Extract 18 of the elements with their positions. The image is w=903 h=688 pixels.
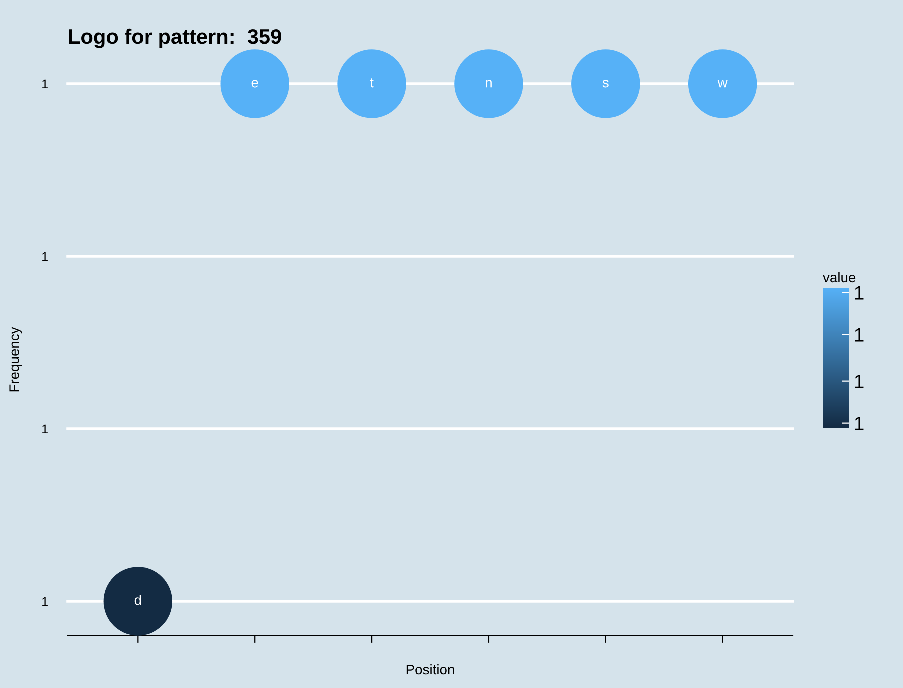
color-bar-label: 1 xyxy=(855,328,864,342)
color-bar-label: 1 xyxy=(855,286,864,300)
series-label: n xyxy=(486,80,492,88)
series-label: w xyxy=(718,80,728,88)
y-tick-label: 1 xyxy=(42,424,48,434)
y-tick-label: 1 xyxy=(42,252,48,262)
series-label: t xyxy=(370,78,374,88)
y-tick-label: 1 xyxy=(42,80,48,89)
color-bar-label: 1 xyxy=(855,375,864,388)
color-bar-title: value xyxy=(823,272,856,283)
y-axis-title: Frequency xyxy=(10,327,22,392)
y-tick-label: 1 xyxy=(42,597,48,606)
color-bar-label: 1 xyxy=(855,417,864,430)
chart-title: Logo for pattern: 359 xyxy=(69,28,282,48)
series-label: s xyxy=(602,80,609,88)
x-axis-title: Position xyxy=(406,664,454,675)
series-label: d xyxy=(134,595,142,606)
series-label: e xyxy=(252,80,258,88)
